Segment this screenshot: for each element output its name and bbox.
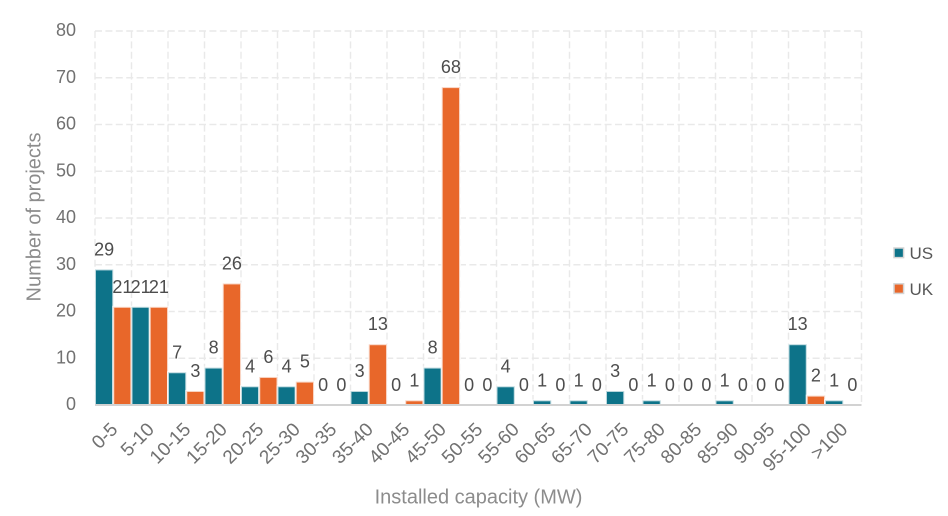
svg-text:13: 13 — [788, 314, 808, 334]
svg-text:4: 4 — [245, 356, 255, 376]
svg-text:8: 8 — [428, 338, 438, 358]
svg-text:1: 1 — [647, 370, 657, 390]
svg-text:4: 4 — [501, 356, 511, 376]
svg-text:0: 0 — [756, 375, 766, 395]
svg-text:US: US — [910, 244, 934, 263]
svg-text:1: 1 — [829, 370, 839, 390]
svg-text:5: 5 — [300, 352, 310, 372]
svg-text:1: 1 — [720, 370, 730, 390]
svg-text:29: 29 — [94, 239, 114, 259]
svg-text:3: 3 — [355, 361, 365, 381]
svg-text:60: 60 — [56, 114, 76, 134]
svg-text:0: 0 — [482, 375, 492, 395]
svg-text:21: 21 — [131, 277, 151, 297]
svg-text:0: 0 — [701, 375, 711, 395]
svg-text:Installed capacity (MW): Installed capacity (MW) — [375, 487, 583, 509]
svg-text:0: 0 — [628, 375, 638, 395]
svg-text:3: 3 — [190, 361, 200, 381]
svg-text:4: 4 — [282, 356, 292, 376]
svg-text:10: 10 — [56, 347, 76, 367]
svg-text:0: 0 — [774, 375, 784, 395]
svg-text:1: 1 — [409, 370, 419, 390]
svg-text:50: 50 — [56, 160, 76, 180]
svg-text:0: 0 — [555, 375, 565, 395]
svg-text:0: 0 — [738, 375, 748, 395]
svg-text:20: 20 — [56, 301, 76, 321]
svg-text:1: 1 — [537, 370, 547, 390]
svg-text:1: 1 — [574, 370, 584, 390]
svg-text:0: 0 — [318, 375, 328, 395]
svg-text:26: 26 — [222, 253, 242, 273]
svg-text:40: 40 — [56, 207, 76, 227]
svg-text:21: 21 — [112, 277, 132, 297]
svg-text:0: 0 — [519, 375, 529, 395]
svg-text:70: 70 — [56, 67, 76, 87]
svg-text:3: 3 — [610, 361, 620, 381]
svg-text:68: 68 — [441, 57, 461, 77]
svg-text:80: 80 — [56, 20, 76, 40]
svg-text:7: 7 — [172, 342, 182, 362]
svg-text:6: 6 — [263, 347, 273, 367]
svg-text:30: 30 — [56, 254, 76, 274]
svg-text:Number of projects: Number of projects — [24, 133, 46, 302]
svg-text:0: 0 — [391, 375, 401, 395]
svg-text:0: 0 — [683, 375, 693, 395]
svg-text:21: 21 — [149, 277, 169, 297]
svg-text:8: 8 — [209, 338, 219, 358]
svg-text:UK: UK — [910, 280, 934, 299]
svg-text:13: 13 — [368, 314, 388, 334]
svg-text:0: 0 — [464, 375, 474, 395]
svg-text:0: 0 — [665, 375, 675, 395]
svg-text:0: 0 — [592, 375, 602, 395]
svg-text:0: 0 — [66, 394, 76, 414]
svg-text:0: 0 — [847, 375, 857, 395]
svg-text:2: 2 — [811, 366, 821, 386]
svg-text:0: 0 — [336, 375, 346, 395]
